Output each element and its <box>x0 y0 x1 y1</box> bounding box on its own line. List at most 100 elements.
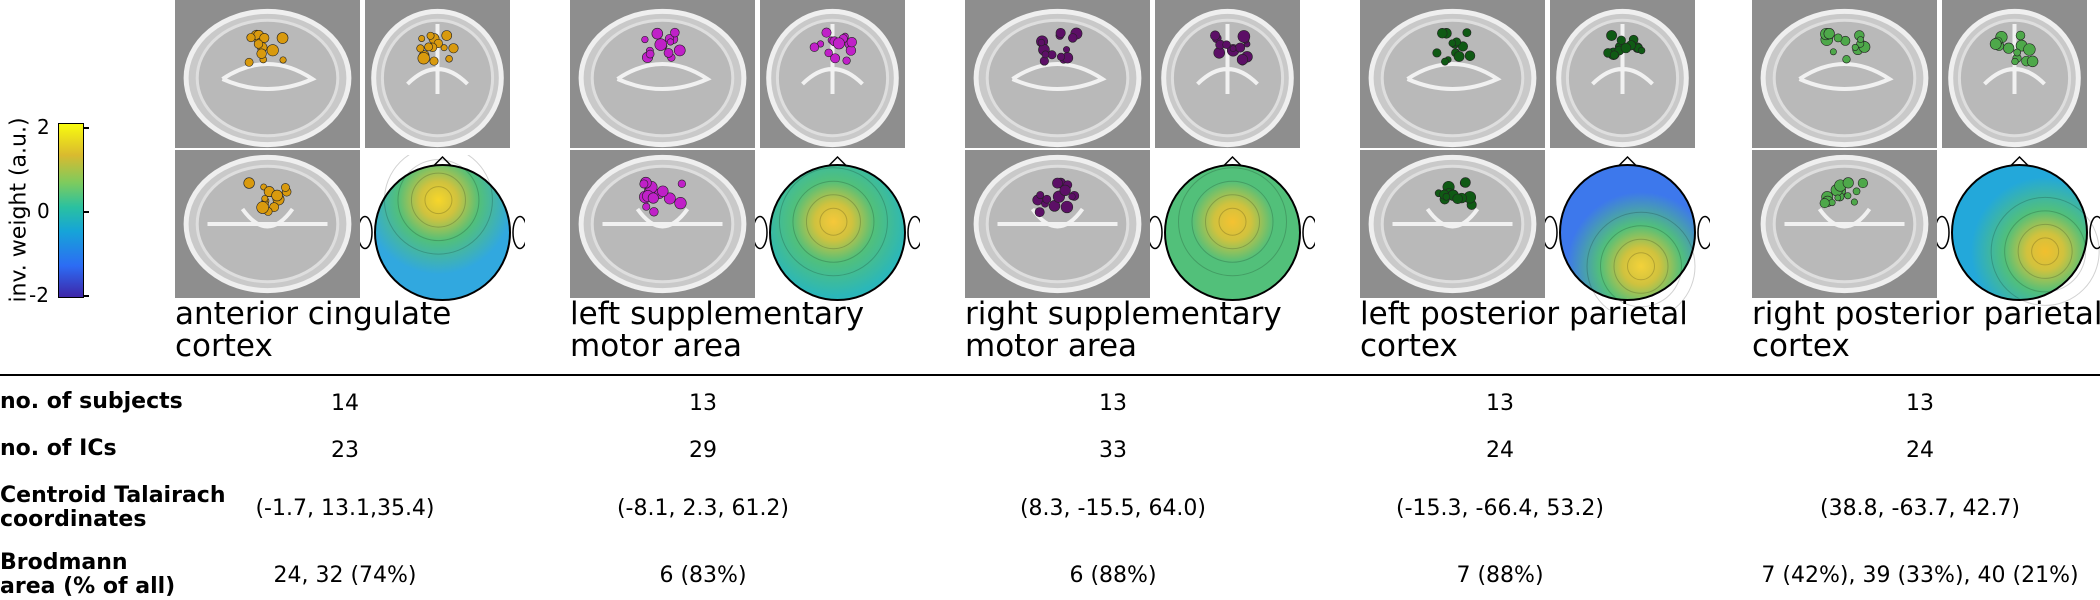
scalp-map <box>1934 155 2100 314</box>
region-name-line-2: cortex <box>1360 328 1458 364</box>
colorbar-gradient <box>58 123 84 298</box>
dipole-marker <box>1834 194 1842 202</box>
dipole-marker <box>670 27 680 38</box>
coronal-brain-image <box>1942 0 2087 148</box>
dipole-marker <box>842 56 851 65</box>
table-cell: 7 (88%) <box>1456 563 1544 588</box>
colorbar-title: inv. weight (a.u.) <box>6 117 32 303</box>
table-cell: 13 <box>1906 391 1934 416</box>
dipole-marker <box>2023 43 2036 56</box>
dipole-marker <box>2003 42 2015 54</box>
dipole-marker <box>1833 33 1843 43</box>
table-cell: 6 (88%) <box>1069 563 1157 588</box>
sagittal-brain-image <box>175 0 360 148</box>
dipole-marker <box>253 39 264 49</box>
dipole-marker <box>663 192 676 205</box>
region-name-line-1: left supplementary <box>570 296 865 332</box>
dipole-marker <box>1441 57 1449 66</box>
table-cell: 13 <box>1486 391 1514 416</box>
dipole-marker <box>448 43 459 54</box>
dipole-marker <box>666 38 675 46</box>
table-cell: 24 <box>1486 438 1514 463</box>
table-cell: (-8.1, 2.3, 61.2) <box>616 496 790 521</box>
dipole-marker <box>1222 40 1231 49</box>
cluster-panel: right posterior parietal cortex <box>1752 0 2100 370</box>
table-row-label-line-1: no. of subjects <box>0 389 183 414</box>
dipole-marker <box>1235 42 1246 53</box>
dipole-marker <box>271 189 283 202</box>
dipole-marker <box>259 32 270 43</box>
scalp-map <box>752 155 923 314</box>
scalp-map <box>357 145 528 314</box>
table-row-label-line-2: area (% of all) <box>0 574 176 599</box>
dipole-marker <box>440 44 448 52</box>
region-name: left posterior parietal cortex <box>1360 298 1688 362</box>
dipole-marker <box>824 48 833 58</box>
scalp-map <box>1542 155 1713 321</box>
dipole-marker <box>1037 38 1046 47</box>
region-name: left supplementary motor area <box>570 298 864 362</box>
dipole-marker <box>1448 39 1457 47</box>
dipole-marker <box>1437 28 1448 39</box>
dipole-marker <box>1620 42 1632 54</box>
axial-brain-image <box>1752 150 1937 298</box>
dipole-marker <box>654 38 667 51</box>
region-name-line-1: anterior cingulate <box>175 296 452 332</box>
dipole-marker <box>1462 28 1472 38</box>
colorbar-tickmark-min <box>84 295 89 297</box>
table-row-label: Centroid Talairach coordinates <box>0 484 226 532</box>
dipole-marker <box>641 35 649 44</box>
colorbar: inv. weight (a.u.) 2 0 -2 <box>0 115 110 307</box>
table-row-label: Brodmann area (% of all) <box>0 551 175 599</box>
dipole-marker <box>657 185 669 197</box>
region-name: right posterior parietal cortex <box>1752 298 2100 362</box>
dipole-marker <box>1060 200 1074 214</box>
dipole-marker <box>1442 192 1451 201</box>
dipole-marker <box>281 183 290 192</box>
table-cell: 6 (83%) <box>659 563 747 588</box>
dipole-marker <box>830 53 841 64</box>
dipole-marker <box>1852 187 1861 196</box>
dipole-marker <box>256 201 269 214</box>
dipole-marker <box>266 44 279 57</box>
dipole-marker <box>1829 48 1837 56</box>
dipole-marker <box>1823 28 1835 40</box>
dipole-marker <box>1457 41 1468 52</box>
dipole-marker <box>1637 46 1646 55</box>
table-cell: 13 <box>689 391 717 416</box>
cluster-panel: left supplementary motor area <box>570 0 950 370</box>
dipole-marker <box>1464 50 1476 61</box>
colorbar-tick-max: 2 <box>37 115 50 139</box>
colorbar-tick-min: -2 <box>29 283 49 307</box>
dipole-marker <box>1052 177 1063 189</box>
dipole-marker <box>1842 177 1854 189</box>
sagittal-brain-image <box>570 0 755 148</box>
dipole-marker <box>649 207 659 217</box>
dipole-marker <box>1616 35 1626 45</box>
dipole-marker <box>445 55 453 63</box>
dipole-marker <box>244 57 254 67</box>
region-name-line-2: cortex <box>175 328 273 364</box>
table-row-label-line-1: Centroid Talairach <box>0 483 226 508</box>
dipole-marker <box>1063 46 1071 54</box>
dipole-marker <box>645 49 655 59</box>
table-divider <box>0 374 2100 376</box>
table-cell: 23 <box>331 438 359 463</box>
dipole-marker <box>1042 194 1052 204</box>
dipole-marker <box>418 35 426 42</box>
table-row-label-line-1: no. of ICs <box>0 436 117 461</box>
table-row-label: no. of subjects <box>0 390 183 414</box>
axial-brain-image <box>570 150 755 298</box>
dipole-marker <box>426 31 435 40</box>
coronal-brain-image <box>760 0 905 148</box>
axial-brain-image <box>965 150 1150 298</box>
table-cell: 7 (42%), 39 (33%), 40 (21%) <box>1761 563 2079 588</box>
dipole-marker <box>246 33 256 43</box>
dipole-marker <box>417 52 430 65</box>
axial-brain-image <box>175 150 360 298</box>
region-name: anterior cingulate cortex <box>175 298 451 362</box>
dipole-marker <box>1453 51 1465 62</box>
dipole-marker <box>1828 199 1836 207</box>
dipole-marker <box>1452 193 1463 205</box>
dipole-marker <box>1606 30 1617 41</box>
